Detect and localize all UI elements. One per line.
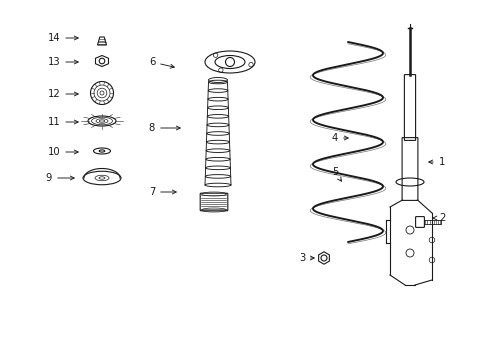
Text: 12: 12: [47, 89, 78, 99]
Text: 5: 5: [331, 167, 341, 181]
Text: 1: 1: [428, 157, 444, 167]
Text: 3: 3: [298, 253, 314, 263]
Text: 11: 11: [47, 117, 78, 127]
Text: 14: 14: [48, 33, 78, 43]
Text: 10: 10: [48, 147, 78, 157]
Text: 6: 6: [148, 57, 174, 68]
Text: 2: 2: [432, 213, 444, 223]
Text: 7: 7: [148, 187, 176, 197]
Text: 4: 4: [331, 133, 347, 143]
Text: 8: 8: [148, 123, 180, 133]
Text: 9: 9: [46, 173, 74, 183]
Text: 13: 13: [48, 57, 78, 67]
